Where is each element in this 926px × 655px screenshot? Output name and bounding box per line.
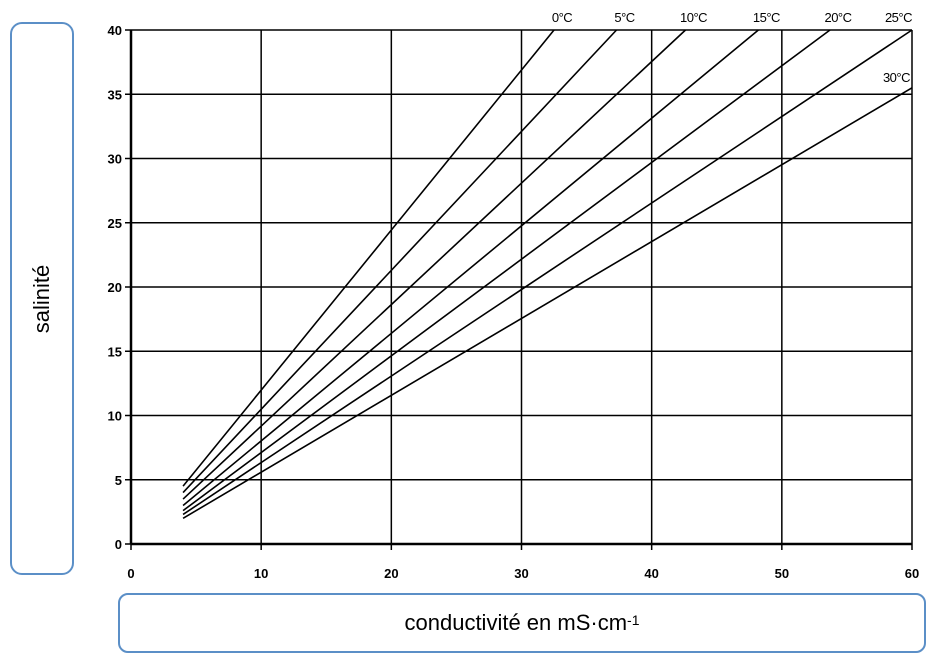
x-tick-label: 20 xyxy=(384,566,398,581)
y-tick-label: 5 xyxy=(115,473,122,488)
series-line xyxy=(182,29,831,512)
series-label: 30°C xyxy=(883,70,910,85)
x-axis-label-box: conductivité en mS·cm -1 xyxy=(118,593,926,653)
x-tick-label: 10 xyxy=(254,566,268,581)
x-tick-label: 40 xyxy=(644,566,658,581)
series-line xyxy=(182,29,618,494)
x-tick-label: 50 xyxy=(775,566,789,581)
series-label: 15°C xyxy=(753,10,780,25)
y-tick-label: 35 xyxy=(108,87,122,102)
series-line xyxy=(182,29,687,500)
series-label: 25°C xyxy=(885,10,912,25)
y-tick-labels: 0 5 10 15 20 25 30 35 40 xyxy=(108,23,122,552)
grid xyxy=(125,29,913,550)
series-label: 0°C xyxy=(552,10,572,25)
series-line xyxy=(182,87,913,519)
series-label: 10°C xyxy=(680,10,707,25)
y-tick-label: 0 xyxy=(115,537,122,552)
x-axis-label-exponent: -1 xyxy=(627,612,640,628)
y-tick-label: 30 xyxy=(108,152,122,167)
x-tick-label: 0 xyxy=(127,566,134,581)
y-axis-label-box: salinité xyxy=(10,22,74,575)
x-tick-labels: 0 10 20 30 40 50 60 xyxy=(127,566,919,581)
y-tick-label: 10 xyxy=(108,409,122,424)
x-axis-label: conductivité en mS·cm xyxy=(404,610,628,635)
series-line xyxy=(182,29,759,507)
x-tick-label: 30 xyxy=(514,566,528,581)
series-line xyxy=(182,29,555,487)
series-line xyxy=(182,29,913,516)
series-labels: 0°C 5°C 10°C 15°C 20°C 25°C 30°C xyxy=(552,10,913,85)
y-tick-label: 40 xyxy=(108,23,122,38)
y-tick-label: 15 xyxy=(108,344,122,359)
x-tick-label: 60 xyxy=(905,566,919,581)
conductivity-salinity-chart: 0 10 20 30 40 50 60 0 5 10 15 20 25 30 35 40 0°C 5°C 10°… xyxy=(108,10,920,581)
y-tick-label: 25 xyxy=(108,216,122,231)
series-lines xyxy=(182,29,913,519)
y-tick-label: 20 xyxy=(108,280,122,295)
series-label: 20°C xyxy=(824,10,851,25)
series-label: 5°C xyxy=(614,10,634,25)
